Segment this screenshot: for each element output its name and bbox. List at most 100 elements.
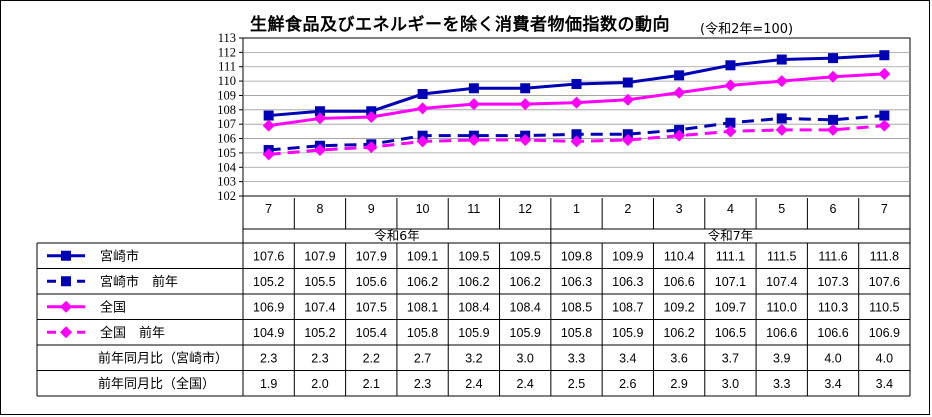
data-label: 2.9: [670, 377, 687, 391]
data-label: 105.9: [612, 326, 643, 340]
data-label: 107.9: [356, 249, 387, 263]
data-point: [724, 125, 737, 138]
y-tick-label: 102: [217, 189, 236, 203]
data-label: 3.4: [824, 377, 841, 391]
data-point: [673, 129, 686, 142]
data-label: 2.7: [414, 351, 431, 365]
data-point: [878, 119, 891, 132]
data-label: 108.4: [510, 300, 541, 314]
data-label: 106.6: [766, 326, 797, 340]
data-point: [775, 75, 788, 88]
data-label: 2.4: [516, 377, 533, 391]
data-point: [262, 148, 275, 161]
y-tick-label: 109: [217, 88, 236, 102]
x-tick-label: 9: [368, 202, 375, 216]
data-label: 106.3: [561, 275, 592, 289]
y-tick-label: 112: [218, 45, 236, 59]
legend-label: 宮崎市 前年: [100, 274, 178, 290]
data-label: 2.6: [619, 377, 636, 391]
data-point: [725, 117, 736, 128]
data-point: [519, 98, 532, 111]
y-tick-label: 107: [217, 117, 236, 131]
data-label: 106.9: [253, 300, 284, 314]
legend-marker: [60, 326, 72, 339]
data-point: [724, 79, 737, 92]
x-tick-label: 4: [727, 202, 734, 216]
x-tick-label: 6: [830, 202, 837, 216]
data-label: 3.7: [722, 351, 739, 365]
x-tick-label: 12: [518, 202, 532, 216]
data-label: 2.3: [260, 351, 277, 365]
y-tick-label: 110: [218, 74, 236, 88]
y-tick-label: 103: [217, 175, 236, 189]
data-label: 3.6: [670, 351, 687, 365]
data-point: [365, 141, 378, 154]
data-label: 107.3: [817, 275, 848, 289]
y-tick-label: 104: [217, 160, 237, 174]
y-tick-label: 105: [217, 146, 236, 160]
x-tick-label: 11: [467, 202, 480, 216]
data-point: [520, 83, 531, 94]
data-label: 106.2: [407, 275, 438, 289]
data-point: [570, 135, 583, 148]
legend-marker: [60, 300, 72, 313]
data-label: 105.9: [510, 326, 541, 340]
data-label: 2.1: [363, 377, 380, 391]
data-label: 105.6: [356, 275, 387, 289]
data-label: 106.9: [869, 326, 900, 340]
y-tick-label: 108: [217, 103, 236, 117]
data-label: 105.2: [304, 326, 335, 340]
data-point: [263, 110, 274, 121]
data-label: 106.2: [458, 275, 489, 289]
data-label: 107.4: [766, 275, 797, 289]
data-label: 107.5: [356, 300, 387, 314]
data-label: 110.3: [818, 300, 848, 314]
data-label: 110.5: [869, 300, 899, 314]
era-label: 令和7年: [708, 228, 753, 243]
data-point: [674, 70, 685, 81]
data-label: 107.1: [715, 275, 746, 289]
data-label: 3.2: [465, 351, 482, 365]
data-point: [570, 96, 583, 109]
legend-label: 全国 前年: [100, 325, 165, 341]
data-point: [313, 144, 326, 157]
data-point: [621, 93, 634, 106]
data-point: [776, 113, 787, 124]
data-label: 3.4: [876, 377, 893, 391]
data-label: 2.5: [568, 377, 585, 391]
data-label: 107.9: [304, 249, 335, 263]
data-label: 106.6: [663, 275, 694, 289]
data-label: 107.4: [304, 300, 335, 314]
data-point: [878, 67, 891, 80]
x-tick-label: 10: [416, 202, 430, 216]
data-label: 109.9: [612, 249, 643, 263]
data-label: 3.9: [773, 351, 790, 365]
x-tick-label: 7: [881, 202, 888, 216]
data-label: 2.4: [465, 377, 482, 391]
data-label: 2.3: [414, 377, 431, 391]
data-point: [775, 123, 788, 136]
data-label: 109.2: [663, 300, 694, 314]
data-label: 105.8: [407, 326, 438, 340]
era-label: 令和6年: [374, 228, 419, 243]
data-label: 105.9: [458, 326, 489, 340]
data-label: 111.5: [767, 249, 796, 263]
data-point: [828, 114, 839, 125]
data-label: 109.5: [510, 249, 541, 263]
data-label: 107.6: [253, 249, 284, 263]
data-point: [417, 89, 428, 100]
data-label: 111.8: [870, 249, 899, 263]
data-point: [725, 60, 736, 71]
data-point: [776, 54, 787, 65]
data-point: [879, 50, 890, 61]
data-label: 106.3: [612, 275, 643, 289]
data-point: [467, 133, 480, 146]
data-label: 104.9: [253, 326, 284, 340]
data-label: 2.2: [363, 351, 380, 365]
x-tick-label: 3: [676, 202, 683, 216]
data-label: 105.8: [561, 326, 592, 340]
x-tick-label: 7: [265, 202, 272, 216]
legend-label: 宮崎市: [100, 248, 139, 264]
data-point: [879, 110, 890, 121]
